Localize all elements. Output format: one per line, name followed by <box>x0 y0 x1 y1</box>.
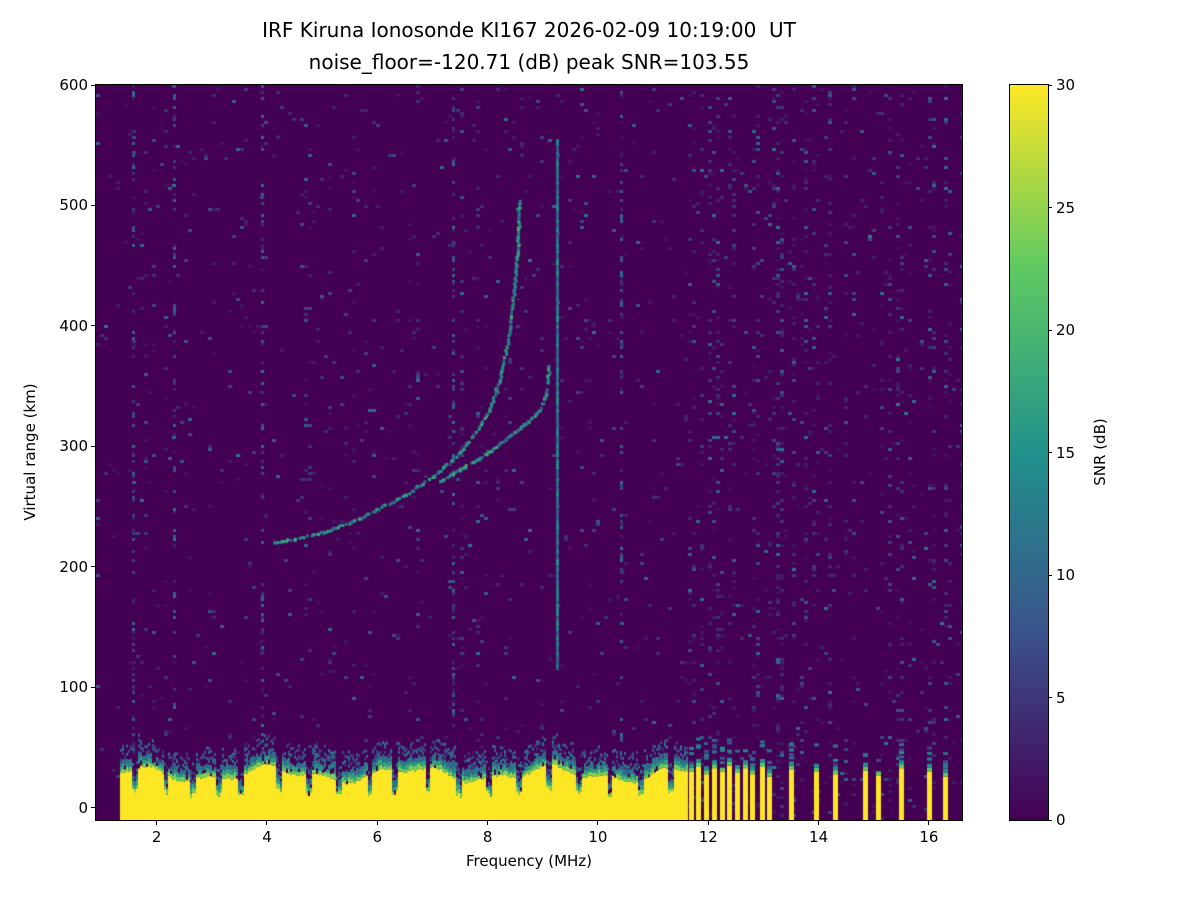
colorbar-tick-mark <box>1048 207 1052 208</box>
colorbar-tick-mark <box>1048 329 1052 331</box>
colorbar-tick-mark <box>1048 574 1052 576</box>
x-tick-label: 10 <box>588 828 608 846</box>
x-tick-mark <box>928 821 930 825</box>
plot-area <box>95 84 963 821</box>
y-tick-label: 0 <box>78 798 88 817</box>
colorbar-tick-label: 30 <box>1056 76 1076 94</box>
colorbar-tick-label: 10 <box>1056 566 1076 584</box>
x-tick-label: 12 <box>698 828 718 846</box>
colorbar-tick-mark <box>1048 452 1052 453</box>
colorbar-tick-mark <box>1048 84 1052 86</box>
colorbar <box>1009 84 1049 821</box>
y-tick-mark <box>91 807 95 809</box>
x-tick-label: 6 <box>372 828 383 846</box>
y-tick-mark <box>91 325 95 327</box>
colorbar-tick-label: 0 <box>1056 811 1066 829</box>
x-tick-mark <box>707 821 709 825</box>
y-tick-label: 200 <box>59 557 88 576</box>
y-tick-mark <box>91 445 95 447</box>
y-tick-label: 500 <box>59 196 88 215</box>
ionogram-heatmap <box>96 85 962 820</box>
y-tick-label: 600 <box>59 76 88 94</box>
x-tick-mark <box>376 821 378 825</box>
y-tick-mark <box>91 686 95 688</box>
y-tick-label: 100 <box>59 678 88 697</box>
x-tick-mark <box>487 821 489 825</box>
colorbar-tick-label: 5 <box>1056 688 1066 707</box>
colorbar-tick-label: 15 <box>1056 443 1076 462</box>
colorbar-tick-label: 25 <box>1056 198 1076 217</box>
colorbar-label: SNR (dB) <box>1091 418 1109 486</box>
colorbar-gradient <box>1010 85 1048 820</box>
x-tick-mark <box>597 821 599 825</box>
x-tick-mark <box>266 821 268 825</box>
y-tick-label: 400 <box>59 316 88 335</box>
chart-subtitle: noise_floor=-120.71 (dB) peak SNR=103.55 <box>308 50 750 74</box>
x-tick-label: 8 <box>482 828 493 846</box>
colorbar-tick-label: 20 <box>1056 321 1076 339</box>
x-tick-label: 2 <box>151 828 162 846</box>
x-tick-label: 4 <box>262 828 272 846</box>
y-tick-label: 300 <box>59 437 88 456</box>
chart-title: IRF Kiruna Ionosonde KI167 2026-02-09 10… <box>262 18 796 42</box>
x-axis-label: Frequency (MHz) <box>465 852 593 870</box>
x-tick-mark <box>818 821 820 825</box>
y-tick-mark <box>91 84 95 86</box>
x-tick-mark <box>156 821 158 825</box>
colorbar-tick-mark <box>1048 819 1052 821</box>
x-tick-label: 14 <box>809 828 829 846</box>
y-tick-mark <box>91 204 95 206</box>
colorbar-tick-mark <box>1048 697 1052 698</box>
y-tick-mark <box>91 566 95 568</box>
x-tick-label: 16 <box>919 828 939 846</box>
